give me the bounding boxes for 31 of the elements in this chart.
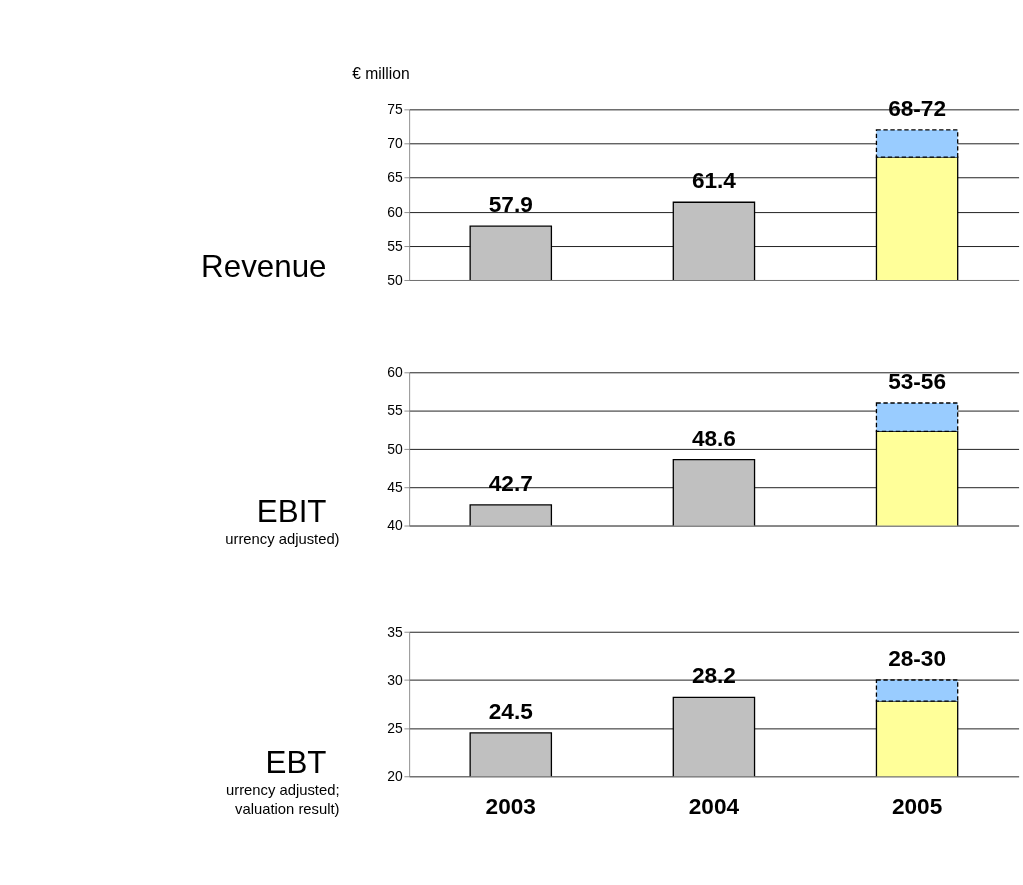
data-label: 53-56 xyxy=(888,369,947,395)
text: EBT xyxy=(265,744,327,780)
y-tick-label: 35 xyxy=(387,623,403,640)
y-tick-label: 40 xyxy=(387,517,403,534)
y-tick-label: 55 xyxy=(387,402,403,419)
text: Revenue xyxy=(201,248,327,284)
y-tick-label: 60 xyxy=(387,203,403,220)
text: urrency adjusted) xyxy=(225,530,340,547)
x-tick-label: 2005 xyxy=(891,794,943,820)
y-tick-label: 55 xyxy=(387,237,403,254)
text: valuation result) xyxy=(235,800,340,817)
data-label: 48.6 xyxy=(691,425,736,451)
data-label: 24.5 xyxy=(488,699,533,725)
y-tick-label: 30 xyxy=(387,671,403,688)
y-tick-label: 20 xyxy=(387,768,403,785)
y-tick-label: 75 xyxy=(387,101,403,118)
text: urrency adjusted; xyxy=(226,781,340,798)
y-tick-label: 25 xyxy=(387,719,403,736)
x-tick-label: 2003 xyxy=(485,794,536,820)
x-tick-label: 2004 xyxy=(688,794,740,820)
data-label: 28.2 xyxy=(691,663,736,689)
y-tick-label: 70 xyxy=(387,135,403,152)
text: EBIT xyxy=(256,494,327,530)
data-label: 28-30 xyxy=(888,646,947,672)
y-tick-label: 65 xyxy=(387,169,403,186)
y-axis-title: € million xyxy=(352,64,410,82)
y-tick-label: 45 xyxy=(387,479,403,496)
y-tick-label: 50 xyxy=(387,440,403,457)
data-label: 57.9 xyxy=(488,192,533,218)
y-tick-label: 60 xyxy=(387,364,403,381)
y-tick-label: 50 xyxy=(387,271,403,288)
